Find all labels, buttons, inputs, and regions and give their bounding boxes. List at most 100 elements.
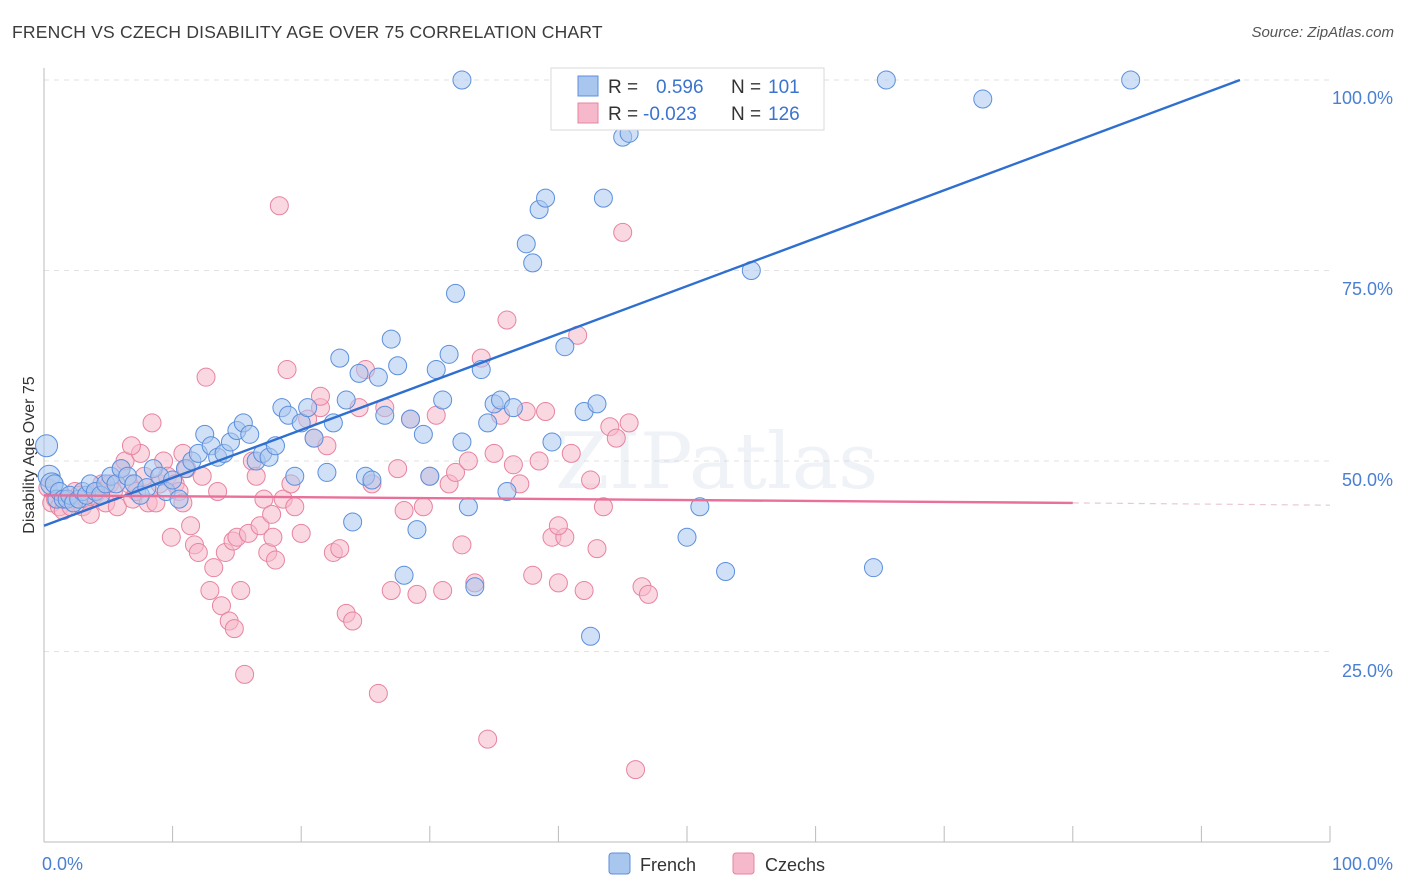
stats-legend: R = 0.596 N = 101 R = -0.023 N = 126	[550, 67, 825, 131]
czech-point	[484, 443, 504, 463]
french-point	[973, 89, 993, 109]
french-point	[388, 356, 408, 376]
czech-point	[606, 428, 626, 448]
french-point	[516, 234, 536, 254]
czech-point	[523, 565, 543, 585]
y-tick-100: 100.0%	[1332, 88, 1393, 108]
czech-point	[478, 729, 498, 749]
french-point	[35, 434, 59, 458]
french-point	[336, 390, 356, 410]
czech-point	[581, 470, 601, 490]
french-point	[716, 561, 736, 581]
french-point	[420, 466, 440, 486]
bottom-legend-french: French	[640, 855, 696, 875]
french-point	[876, 70, 896, 90]
czech-trend-extension	[1072, 502, 1331, 506]
czech-point	[548, 516, 568, 536]
french-point	[368, 367, 388, 387]
legend-r-label-french: R =	[608, 77, 638, 98]
french-point	[1121, 70, 1141, 90]
source-label: Source: ZipAtlas.com	[1251, 24, 1394, 41]
czech-point	[548, 573, 568, 593]
french-point	[240, 424, 260, 444]
czech-point	[224, 619, 244, 639]
french-point	[690, 497, 710, 517]
french-point	[298, 398, 318, 418]
french-point	[439, 344, 459, 364]
czech-point	[291, 523, 311, 543]
czech-point	[330, 539, 350, 559]
czech-point	[310, 386, 330, 406]
czech-point	[613, 222, 633, 242]
x-ticks	[43, 826, 1331, 842]
bottom-legend-swatch-czechs	[732, 852, 755, 875]
czech-point	[277, 360, 297, 380]
czech-point	[231, 581, 251, 601]
czech-point	[204, 558, 224, 578]
french-point	[503, 398, 523, 418]
french-point	[317, 462, 337, 482]
czech-point	[211, 596, 231, 616]
czech-point	[368, 683, 388, 703]
legend-r-value-czechs: -0.023	[643, 104, 697, 125]
trend-lines	[43, 78, 1331, 527]
czech-point	[413, 497, 433, 517]
czech-point	[269, 196, 289, 216]
french-point	[452, 70, 472, 90]
czech-point	[161, 527, 181, 547]
czech-point	[381, 581, 401, 601]
czech-point	[285, 497, 305, 517]
czech-point	[446, 462, 466, 482]
french-point	[401, 409, 421, 429]
french-trend-line	[43, 78, 1241, 527]
czech-point	[433, 581, 453, 601]
czech-point	[458, 451, 478, 471]
x-tick-100: 100.0%	[1332, 854, 1393, 874]
czech-point	[574, 581, 594, 601]
french-point	[523, 253, 543, 273]
czech-point	[254, 489, 274, 509]
czech-point	[263, 527, 283, 547]
czech-point	[497, 310, 517, 330]
french-point	[407, 520, 427, 540]
french-point	[587, 394, 607, 414]
y-tick-25: 25.0%	[1342, 661, 1393, 681]
french-point	[542, 432, 562, 452]
czech-point	[200, 581, 220, 601]
french-point	[497, 481, 517, 501]
czech-point	[343, 611, 363, 631]
czech-point	[503, 455, 523, 475]
czech-point	[593, 497, 613, 517]
czech-point	[196, 367, 216, 387]
french-point	[362, 470, 382, 490]
czech-point	[536, 401, 556, 421]
french-point	[426, 360, 446, 380]
legend-n-label-czechs: N =	[731, 104, 761, 125]
french-point	[581, 626, 601, 646]
czech-point	[262, 504, 282, 524]
czech-point	[407, 584, 427, 604]
french-point	[413, 424, 433, 444]
czech-point	[181, 516, 201, 536]
french-point	[536, 188, 556, 208]
legend-n-value-czechs: 126	[768, 104, 800, 125]
czech-point	[235, 664, 255, 684]
french-point	[349, 363, 369, 383]
czech-point	[142, 413, 162, 433]
czech-point	[121, 436, 141, 456]
french-point	[285, 466, 305, 486]
x-tick-0: 0.0%	[42, 854, 83, 874]
legend-swatch-czechs	[577, 102, 599, 124]
bottom-legend-czechs: Czechs	[765, 855, 825, 875]
french-point	[169, 489, 189, 509]
legend-n-value-french: 101	[768, 77, 800, 98]
legend-n-label-french: N =	[731, 77, 761, 98]
y-axis-label: Disability Age Over 75	[21, 376, 38, 534]
y-tick-75: 75.0%	[1342, 279, 1393, 299]
french-point	[478, 413, 498, 433]
czech-point	[188, 542, 208, 562]
french-point	[863, 558, 883, 578]
czech-point	[626, 760, 646, 780]
french-point	[458, 497, 478, 517]
